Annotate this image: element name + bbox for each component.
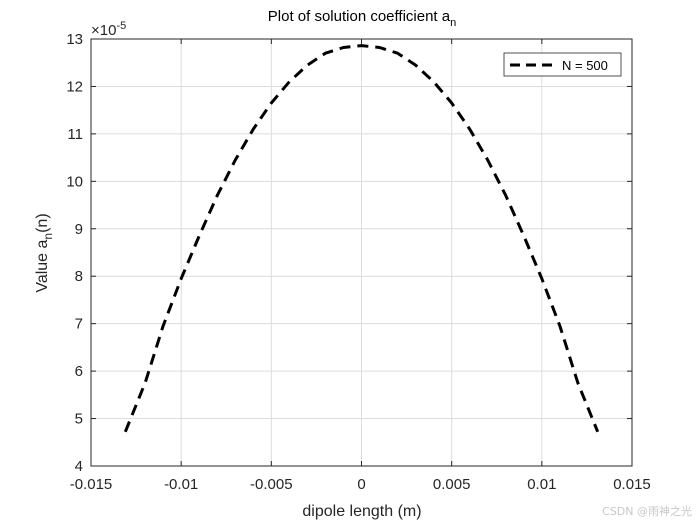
y-axis-label-main: Value a (34, 239, 51, 292)
series-layer (123, 44, 600, 433)
y-tick-labels: 4 5 6 7 8 9 10 11 12 13 (66, 31, 83, 475)
y-tick-label: 13 (66, 31, 83, 48)
legend: N = 500 (503, 52, 622, 77)
y-tick-label: 5 (75, 411, 83, 428)
watermark: CSDN @雨神之光 (602, 505, 692, 518)
series-line (123, 44, 600, 433)
y-tick-label: 7 (75, 316, 83, 333)
y-axis-label-subscript: n (41, 233, 55, 240)
x-axis-label: dipole length (m) (302, 503, 421, 520)
y-tick-label: 12 (66, 78, 83, 95)
chart-title-main: Plot of solution coefficient a (268, 8, 451, 25)
axis-ticks (90, 38, 633, 467)
exponent-power: -5 (116, 20, 126, 32)
chart-title: Plot of solution coefficient an (268, 8, 456, 29)
y-axis-label-suffix: (n) (34, 213, 51, 233)
y-tick-label: 6 (75, 363, 83, 380)
legend-box (503, 52, 622, 77)
y-axis-label: Value an(n) (34, 213, 55, 292)
legend-label: N = 500 (562, 58, 608, 73)
y-tick-label: 4 (75, 458, 83, 475)
y-axis-exponent: ×10-5 (91, 20, 126, 39)
y-tick-label: 9 (75, 221, 83, 238)
x-tick-label: -0.005 (250, 476, 293, 493)
y-tick-label: 8 (75, 268, 83, 285)
chart-title-subscript: n (450, 17, 456, 29)
x-tick-label: 0.01 (527, 476, 556, 493)
x-tick-labels: -0.015 -0.01 -0.005 0 0.005 0.01 0.015 (70, 476, 651, 493)
exponent-prefix: ×10 (91, 22, 116, 39)
y-tick-label: 10 (66, 173, 83, 190)
x-tick-label: -0.015 (70, 476, 113, 493)
x-tick-label: 0.005 (433, 476, 471, 493)
x-tick-label: 0.015 (613, 476, 651, 493)
x-tick-label: 0 (357, 476, 365, 493)
y-tick-label: 11 (67, 126, 83, 143)
x-tick-label: -0.01 (164, 476, 198, 493)
